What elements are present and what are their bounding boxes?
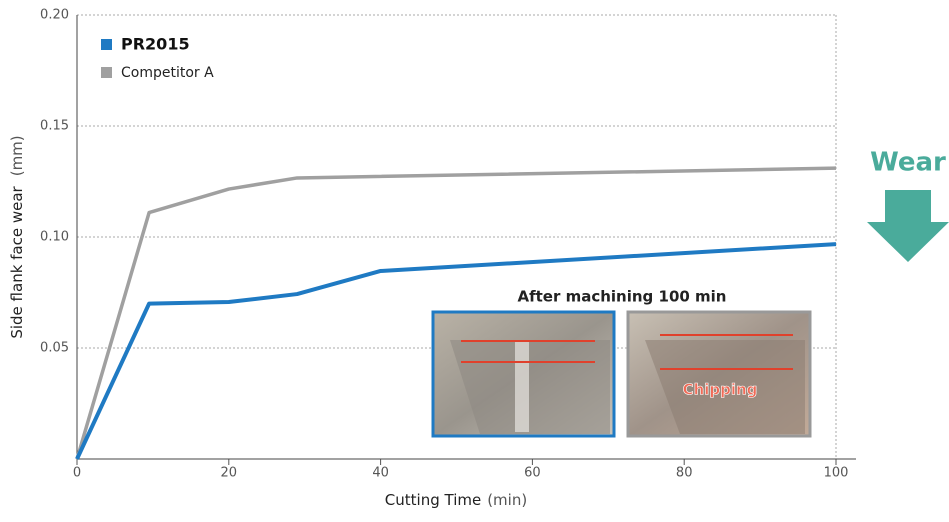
x-tick-label: 80	[676, 466, 693, 481]
y-axis-unit: (mm)	[8, 135, 26, 176]
y-tick-label: 0.20	[40, 8, 69, 23]
x-axis-label: Cutting Time (min)	[385, 491, 527, 509]
series-line	[75, 242, 837, 460]
y-tick-label: 0.10	[40, 230, 69, 245]
photos: After machining 100 min Chipping	[431, 288, 812, 438]
x-tick-label: 20	[221, 466, 238, 481]
y-axis-title: Side flank face wear	[8, 185, 26, 338]
x-axis-title: Cutting Time	[385, 491, 481, 509]
legend-label: PR2015	[121, 35, 190, 54]
chipping-label: Chipping	[683, 381, 758, 399]
x-axis-unit: (min)	[487, 491, 527, 509]
photo-detail	[645, 340, 805, 434]
wear-label: Wear	[870, 148, 946, 178]
x-tick-label: 0	[73, 466, 81, 481]
y-axis-label: Side flank face wear (mm)	[8, 135, 26, 338]
legend-label: Competitor A	[121, 65, 214, 81]
plot: 0.05 0.10 0.15 0.20 0 20 40 60 80 100 Cutting Time…	[8, 8, 856, 509]
x-tick-label: 40	[372, 466, 389, 481]
photo-detail	[515, 342, 529, 432]
y-tick-label: 0.05	[40, 341, 69, 356]
x-tick-label: 60	[524, 466, 541, 481]
photo-detail	[450, 340, 610, 434]
photos-title: After machining 100 min	[517, 288, 726, 306]
legend-swatch	[101, 39, 112, 50]
y-tick-label: 0.15	[40, 119, 69, 134]
x-tick-label: 100	[824, 466, 849, 481]
series-line	[75, 166, 837, 460]
wear-arrow	[867, 190, 949, 262]
legend-swatch	[101, 67, 112, 78]
